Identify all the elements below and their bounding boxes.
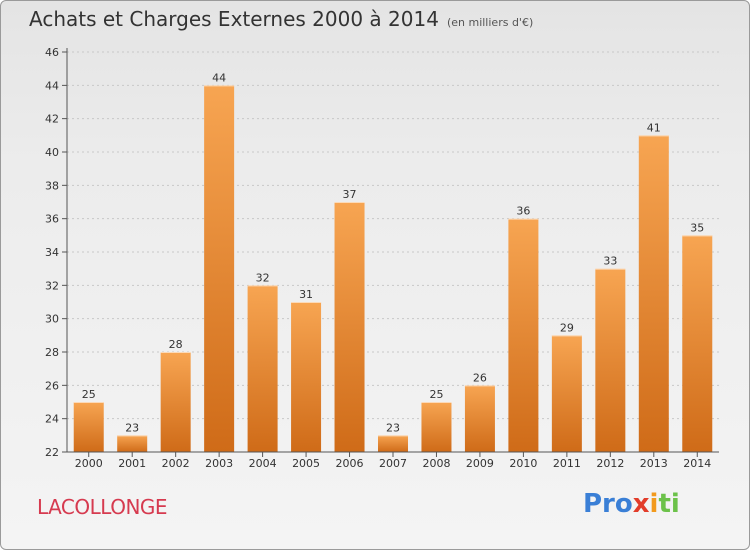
y-tick-label: 26	[45, 379, 59, 392]
bar	[682, 235, 713, 452]
logo-part-pro: Pro	[583, 489, 633, 519]
bar	[508, 218, 539, 452]
logo-part-ti: ti	[658, 489, 680, 519]
bar	[247, 285, 278, 452]
x-tick-label: 2009	[466, 457, 494, 470]
bar	[378, 435, 408, 452]
data-label: 29	[560, 321, 574, 334]
data-label: 37	[343, 188, 357, 201]
bar	[204, 85, 235, 452]
y-tick-label: 36	[45, 213, 59, 226]
bar	[421, 402, 452, 452]
bar	[291, 302, 322, 452]
bar	[334, 202, 365, 452]
x-tick-label: 2011	[553, 457, 581, 470]
x-tick-label: 2006	[336, 457, 364, 470]
bar	[160, 352, 191, 452]
chart-title: Achats et Charges Externes 2000 à 2014 (e…	[29, 7, 533, 31]
y-tick-label: 30	[45, 313, 59, 326]
bar	[551, 335, 582, 452]
data-label: 32	[256, 271, 270, 284]
data-label: 31	[299, 288, 313, 301]
bar	[638, 135, 669, 453]
x-tick-label: 2004	[249, 457, 277, 470]
proxiti-logo[interactable]: Proxiti	[583, 489, 680, 519]
y-tick-label: 44	[45, 79, 59, 92]
logo-part-x: x	[632, 489, 650, 519]
data-label: 33	[603, 255, 617, 268]
bar	[464, 385, 495, 452]
x-tick-label: 2010	[509, 457, 537, 470]
bar	[595, 268, 626, 452]
data-label: 26	[473, 371, 487, 384]
data-label: 25	[82, 388, 96, 401]
chart-title-unit: (en milliers d'€)	[446, 16, 534, 29]
y-tick-label: 22	[45, 446, 59, 459]
commune-name: LACOLLONGE	[37, 495, 168, 519]
logo-part-i: i	[649, 489, 659, 519]
x-tick-label: 2001	[118, 457, 146, 470]
y-tick-label: 38	[45, 179, 59, 192]
y-tick-label: 46	[45, 46, 59, 59]
x-tick-label: 2012	[596, 457, 624, 470]
bar	[117, 435, 148, 452]
x-tick-label: 2003	[205, 457, 233, 470]
y-tick-label: 28	[45, 346, 59, 359]
y-tick-label: 32	[45, 279, 59, 292]
data-label: 28	[169, 338, 183, 351]
x-tick-label: 2007	[379, 457, 407, 470]
bar	[73, 402, 104, 452]
data-label: 23	[386, 421, 400, 434]
x-tick-label: 2014	[683, 457, 711, 470]
x-tick-label: 2005	[292, 457, 320, 470]
data-label: 36	[516, 205, 530, 218]
y-tick-label: 24	[45, 413, 59, 426]
data-label: 44	[212, 71, 226, 84]
x-tick-label: 2008	[422, 457, 450, 470]
y-tick-label: 34	[45, 246, 59, 259]
chart-title-main: Achats et Charges Externes 2000 à 2014	[29, 7, 439, 31]
y-tick-label: 42	[45, 113, 59, 126]
x-tick-label: 2000	[75, 457, 103, 470]
data-label: 23	[125, 421, 139, 434]
data-label: 35	[690, 221, 704, 234]
data-label: 41	[647, 121, 661, 134]
x-tick-label: 2002	[162, 457, 190, 470]
data-label: 25	[429, 388, 443, 401]
x-tick-label: 2013	[640, 457, 668, 470]
y-tick-label: 40	[45, 146, 59, 159]
